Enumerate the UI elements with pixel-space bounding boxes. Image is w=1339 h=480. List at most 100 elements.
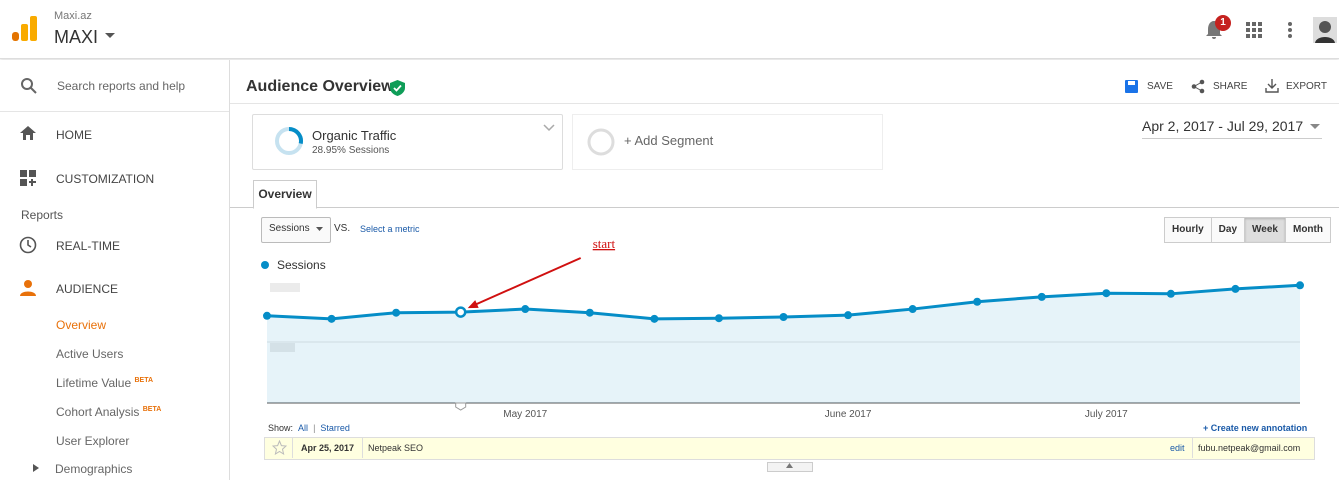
- legend-swatch: [261, 261, 269, 269]
- select-metric-link[interactable]: Select a metric: [360, 224, 420, 234]
- chevron: [543, 124, 555, 132]
- nav-subitem-active[interactable]: Overview: [56, 318, 107, 332]
- x-tick-label: June 2017: [825, 409, 872, 420]
- beta-badge: BETA: [142, 406, 162, 413]
- export-button[interactable]: EXPORT: [1286, 81, 1327, 92]
- point: [973, 297, 982, 306]
- add-segment-circle: [587, 128, 615, 156]
- point: [779, 312, 788, 321]
- annotation-show: Show: All | Starred: [268, 423, 350, 433]
- area: [267, 285, 1300, 403]
- point: [521, 305, 530, 314]
- granularity-button[interactable]: Month: [1285, 217, 1331, 243]
- blurred-tick: [270, 343, 295, 352]
- notification-badge: 1: [1215, 15, 1231, 31]
- expand-icon: [33, 464, 39, 472]
- dropdown-icon: [105, 33, 115, 38]
- vs-label: VS.: [334, 223, 351, 234]
- point: [585, 308, 594, 317]
- point: [1231, 284, 1240, 293]
- annotation-marker: [455, 402, 467, 411]
- point: [1102, 289, 1111, 298]
- granularity-button[interactable]: Hourly: [1164, 217, 1212, 243]
- cell-divider: [1192, 437, 1193, 458]
- sidebar: [0, 60, 230, 480]
- metric-label: Sessions: [269, 223, 310, 234]
- point: [650, 314, 659, 323]
- avatar[interactable]: [1313, 17, 1337, 43]
- annotation-bar: [264, 422, 1314, 436]
- save-button[interactable]: SAVE: [1147, 81, 1173, 92]
- star-icon[interactable]: [272, 440, 287, 455]
- divider: [230, 103, 1339, 104]
- point: [1296, 281, 1304, 290]
- tab-line: [230, 207, 1339, 208]
- apps-icon[interactable]: [1246, 22, 1262, 38]
- person-icon: [20, 280, 36, 296]
- home-icon: [20, 126, 36, 140]
- annotation-label: start: [593, 236, 616, 251]
- search-input[interactable]: Search reports and help: [57, 79, 186, 93]
- point: [454, 306, 467, 318]
- logo: [12, 16, 37, 41]
- annotation-arrowhead: [467, 300, 479, 309]
- annotation-row: [264, 437, 1315, 460]
- show-label: Show:: [268, 423, 294, 433]
- dropdown-icon: [1310, 124, 1320, 129]
- date-range-picker[interactable]: [1142, 118, 1322, 139]
- segment-donut: [275, 127, 303, 155]
- annotation-arrow: [469, 257, 582, 309]
- point: [844, 311, 853, 320]
- nav-subitem[interactable]: Lifetime Value BETA: [56, 376, 153, 390]
- more-icon[interactable]: [1287, 21, 1293, 39]
- nav-item[interactable]: AUDIENCE: [56, 282, 119, 296]
- segment-name: Organic Traffic: [312, 128, 397, 143]
- blurred-tick: [270, 283, 300, 292]
- segment-card[interactable]: [252, 114, 563, 170]
- show-starred[interactable]: Starred: [320, 423, 350, 433]
- point: [908, 305, 917, 314]
- view-selector[interactable]: MAXI: [54, 27, 99, 47]
- cell-divider: [292, 437, 293, 458]
- main: [230, 60, 1339, 480]
- create-annotation[interactable]: + Create new annotation: [1203, 423, 1308, 433]
- granularity-button[interactable]: Day: [1211, 217, 1246, 243]
- annotation-date: Apr 25, 2017: [301, 443, 355, 453]
- search-icon: [21, 78, 37, 94]
- nav-subitem[interactable]: Active Users: [56, 347, 124, 361]
- granularity-button[interactable]: Week: [1245, 217, 1286, 243]
- nav-subitem[interactable]: Demographics: [55, 462, 133, 476]
- point: [1037, 292, 1046, 301]
- separator: |: [313, 423, 316, 433]
- share-icon: [1191, 79, 1205, 94]
- date-range: Apr 2, 2017 - Jul 29, 2017: [1142, 118, 1304, 134]
- beta-badge: BETA: [134, 377, 154, 384]
- property-name: Maxi.az: [54, 10, 92, 22]
- nav-item[interactable]: CUSTOMIZATION: [56, 172, 155, 186]
- x-tick-label: May 2017: [503, 409, 547, 420]
- section-heading: Reports: [21, 208, 64, 222]
- cell-divider: [362, 437, 363, 458]
- chart: Sessions May 2017 June 2017 July 2017 start: [261, 236, 1304, 420]
- annotation-edit[interactable]: edit: [1170, 443, 1185, 453]
- save-icon: [1125, 80, 1138, 93]
- add-segment: + Add Segment: [624, 133, 714, 148]
- tab-active[interactable]: Overview: [253, 180, 317, 209]
- point: [327, 314, 336, 323]
- collapse-icon: [786, 463, 793, 468]
- granularity-group: Hourly Day Week Month: [1164, 217, 1331, 243]
- dropdown-icon: [316, 227, 323, 231]
- nav-item[interactable]: HOME: [56, 128, 92, 142]
- add-segment-card[interactable]: [572, 114, 883, 170]
- nav-subitem[interactable]: User Explorer: [56, 434, 130, 448]
- point: [714, 314, 723, 323]
- nav-subitem[interactable]: Cohort Analysis BETA: [56, 405, 161, 419]
- label: Cohort Analysis: [56, 405, 140, 419]
- nav-item[interactable]: REAL-TIME: [56, 239, 121, 253]
- x-tick-label: July 2017: [1085, 409, 1128, 420]
- header: [0, 0, 1339, 59]
- show-all[interactable]: All: [298, 423, 309, 433]
- share-button[interactable]: SHARE: [1213, 81, 1248, 92]
- point: [263, 311, 271, 320]
